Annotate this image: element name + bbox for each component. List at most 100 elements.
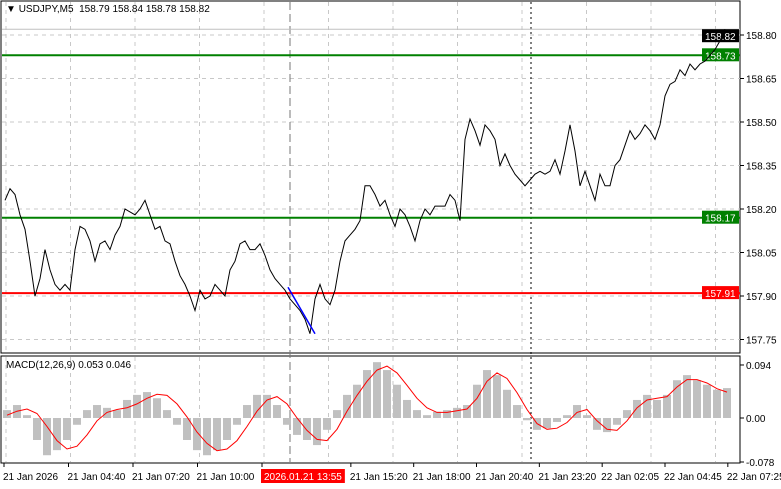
- macd-histogram-bar: [213, 418, 221, 451]
- time-tick-label: 21 Jan 20:40: [476, 472, 534, 483]
- macd-histogram-bar: [333, 410, 341, 418]
- time-tick-label: 21 Jan 07:20: [132, 472, 190, 483]
- macd-histogram-bar: [643, 394, 651, 418]
- macd-histogram-bar: [573, 405, 581, 418]
- price-pane-border: [0, 0, 741, 354]
- macd-histogram-bar: [133, 394, 141, 418]
- macd-histogram-bar: [423, 415, 431, 418]
- macd-values: 0.053 0.046: [78, 360, 132, 371]
- level-label-bg: [702, 286, 739, 300]
- macd-histogram-bar: [623, 410, 631, 418]
- macd-histogram-bar: [413, 410, 421, 418]
- macd-histogram-bar: [433, 411, 441, 418]
- macd-histogram-bar: [443, 410, 451, 418]
- macd-histogram-bar: [683, 375, 691, 418]
- macd-histogram-bar: [393, 384, 401, 418]
- level-label: 157.91: [705, 289, 736, 300]
- macd-histogram-bar: [703, 384, 711, 418]
- current-price-label: 158.82: [705, 32, 736, 43]
- macd-histogram-bar: [193, 418, 201, 451]
- macd-histogram-bar: [43, 418, 51, 456]
- price-tick-label: 158.35: [746, 162, 777, 173]
- macd-histogram-bar: [153, 398, 161, 418]
- macd-histogram-bar: [373, 362, 381, 418]
- macd-title: MACD(12,26,9) 0.053 0.046: [6, 360, 131, 371]
- price-tick-label: 158.05: [746, 249, 777, 260]
- macd-histogram-bar: [483, 370, 491, 418]
- macd-histogram-bar: [163, 410, 171, 418]
- macd-histogram-bar: [233, 418, 241, 425]
- macd-histogram-bar: [113, 410, 121, 418]
- crosshair-time-bg: [261, 469, 345, 483]
- macd-histogram-bar: [313, 418, 321, 446]
- macd-histogram-bar: [3, 410, 11, 418]
- macd-tick-label: 0.094: [746, 361, 771, 372]
- macd-histogram-bar: [143, 392, 151, 418]
- macd-histogram-bar: [283, 418, 291, 425]
- time-tick-label: 21 Jan 23:20: [538, 472, 596, 483]
- macd-histogram-bar: [63, 418, 71, 440]
- macd-histogram-bar: [263, 394, 271, 418]
- macd-histogram-bar: [543, 418, 551, 429]
- chart-title: ▼ USDJPY,M5 158.79 158.84 158.78 158.82: [6, 4, 210, 15]
- macd-histogram-bar: [553, 418, 561, 422]
- macd-signal-line: [6, 365, 728, 452]
- price-tick-label: 157.75: [746, 336, 777, 347]
- macd-histogram-bar: [183, 418, 191, 440]
- macd-tick-label: 0.00: [746, 414, 766, 425]
- macd-histogram-bar: [503, 389, 511, 418]
- macd-histogram-bar: [603, 418, 611, 433]
- macd-histogram-bar: [343, 394, 351, 418]
- macd-histogram-bar: [93, 405, 101, 418]
- macd-histogram-bar: [73, 418, 81, 425]
- macd-histogram-bar: [383, 370, 391, 418]
- macd-histogram-bar: [293, 418, 301, 435]
- macd-histogram-bar: [653, 399, 661, 418]
- level-label-bg: [702, 210, 739, 224]
- time-tick-label: 21 Jan 10:00: [197, 472, 255, 483]
- macd-histogram-bar: [123, 399, 131, 418]
- macd-histogram-bar: [713, 389, 721, 418]
- trend-segment: [287, 286, 316, 335]
- level-label: 158.17: [705, 214, 736, 225]
- macd-histogram-bar: [273, 405, 281, 418]
- time-tick-label: 21 Jan 2026: [3, 472, 58, 483]
- macd-histogram-bar: [493, 375, 501, 418]
- macd-histogram-bar: [243, 405, 251, 418]
- price-tick-label: 157.90: [746, 292, 777, 303]
- level-label-bg: [702, 48, 739, 62]
- triangle-down-icon[interactable]: ▼: [6, 4, 16, 15]
- macd-pane-border: [0, 355, 741, 464]
- macd-histogram-bar: [203, 418, 211, 456]
- price-tick-label: 158.65: [746, 75, 777, 86]
- macd-histogram-bar: [453, 407, 461, 418]
- macd-histogram-bar: [403, 399, 411, 418]
- macd-histogram-bar: [23, 415, 31, 418]
- macd-histogram-bar: [83, 410, 91, 418]
- time-tick-label: 21 Jan 18:00: [413, 472, 471, 483]
- macd-histogram-bar: [463, 405, 471, 418]
- macd-histogram-bar: [673, 380, 681, 418]
- macd-histogram-bar: [633, 399, 641, 418]
- macd-histogram-bar: [353, 384, 361, 418]
- time-tick-label: 21 Jan 15:20: [350, 472, 408, 483]
- macd-histogram-bar: [513, 405, 521, 418]
- macd-histogram-bar: [223, 418, 231, 440]
- crosshair-time-label: 2026.01.21 13:55: [264, 472, 342, 483]
- price-line: [4, 29, 726, 334]
- level-label: 158.73: [705, 51, 736, 62]
- price-tick-label: 158.20: [746, 205, 777, 216]
- macd-histogram-bar: [663, 394, 671, 418]
- macd-histogram-bar: [613, 418, 621, 425]
- macd-histogram-bar: [173, 418, 181, 425]
- macd-histogram-bar: [563, 415, 571, 418]
- macd-histogram-bar: [473, 384, 481, 418]
- price-tick-label: 158.80: [746, 31, 777, 42]
- macd-histogram-bar: [53, 418, 61, 451]
- ohlc-values: 158.79 158.84 158.78 158.82: [79, 4, 210, 15]
- price-tick-label: 158.50: [746, 118, 777, 129]
- macd-histogram-bar: [253, 394, 261, 418]
- time-tick-label: 21 Jan 04:40: [68, 472, 126, 483]
